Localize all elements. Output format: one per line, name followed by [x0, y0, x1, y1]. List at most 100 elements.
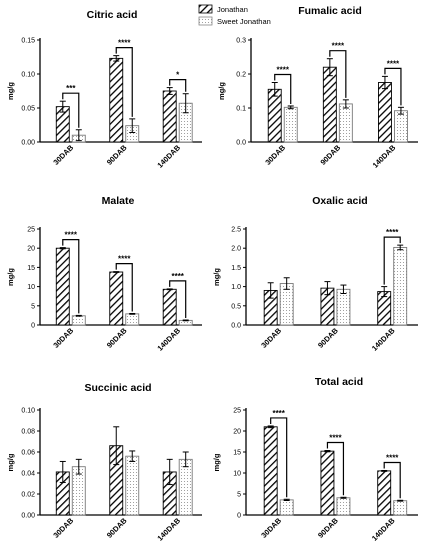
legend-label-sweet-jonathan: Sweet Jonathan [217, 17, 271, 26]
significance-bracket [270, 417, 288, 498]
x-tick-label: 30DAB [51, 516, 75, 540]
significance-bracket [274, 73, 292, 104]
bar-jonathan-140dab [162, 288, 177, 326]
significance-bracket [326, 441, 345, 496]
bar-jonathan-30dab [267, 88, 282, 143]
panel-fumalic-acid: Fumalic acid mg/g 0.0 0.1 0.2 0.3 30DAB **** 90D… [217, 5, 418, 170]
panel-total-acid: Total acid mg/g 0 5 10 15 20 25 30DAB **** 90DAB **… [212, 376, 418, 543]
significance-label: **** [386, 228, 399, 237]
y-tick-label: 0.3 [236, 38, 246, 45]
significance-bracket [169, 79, 187, 92]
y-tick-label: 0.00 [21, 140, 35, 147]
y-tick-label: 2.5 [231, 227, 241, 234]
chart-title: Fumalic acid [298, 5, 362, 17]
y-tick-label: 25 [27, 227, 35, 234]
x-tick-label: 90DAB [316, 326, 340, 350]
bar-jonathan-90dab [322, 66, 337, 143]
x-tick-label: 140DAB [155, 326, 182, 353]
y-tick-label: 0 [237, 513, 241, 520]
bar-jonathan-140dab [162, 90, 177, 143]
y-tick-label: 10 [27, 284, 35, 291]
significance-label: **** [272, 409, 285, 418]
bar-jonathan-30dab [263, 426, 278, 516]
bar-jonathan-30dab [55, 247, 70, 326]
x-tick-label: 90DAB [318, 143, 342, 167]
y-tick-label: 0 [31, 323, 35, 330]
x-tick-label: 140DAB [370, 516, 397, 543]
bar-sweet-jonathan-90dab [125, 455, 140, 516]
y-tick-label: 0.10 [21, 408, 35, 415]
legend-swatch-sweet-jonathan [198, 16, 213, 26]
significance-label: *** [66, 84, 76, 93]
panel-succinic-acid: Succinic acid mg/g 0.00 0.02 0.04 0.06 0.08 0.1… [6, 382, 202, 543]
x-tick-label: 90DAB [316, 516, 340, 540]
bar-jonathan-90dab [109, 57, 124, 143]
significance-label: **** [329, 434, 342, 443]
significance-bracket [62, 92, 80, 128]
significance-label: **** [118, 255, 131, 264]
x-tick-label: 30DAB [259, 516, 283, 540]
x-tick-label: 30DAB [51, 326, 75, 350]
y-axis-label: mg/g [217, 82, 226, 100]
y-axis-label: mg/g [6, 82, 15, 100]
significance-bracket [62, 239, 80, 314]
significance-label: **** [65, 231, 78, 240]
y-tick-label: 1.0 [231, 284, 241, 291]
y-tick-label: 10 [233, 471, 241, 478]
x-tick-label: 90DAB [105, 143, 129, 167]
y-tick-label: 0.0 [236, 140, 246, 147]
y-tick-label: 0.08 [21, 429, 35, 436]
bar-sweet-jonathan-90dab [125, 313, 140, 326]
legend: Jonathan Sweet Jonathan [198, 4, 271, 26]
legend-swatch-jonathan [198, 4, 213, 14]
significance-bracket [115, 263, 133, 312]
bar-sweet-jonathan-30dab [279, 499, 294, 516]
significance-label: **** [387, 59, 400, 68]
x-tick-label: 140DAB [370, 326, 397, 353]
y-tick-label: 5 [237, 492, 241, 499]
chart-title: Malate [102, 195, 135, 207]
significance-bracket [329, 50, 347, 98]
bar-sweet-jonathan-90dab [336, 497, 351, 516]
significance-label: **** [118, 39, 131, 48]
bar-sweet-jonathan-30dab [283, 106, 298, 143]
panel-citric-acid: Citric acid mg/g 0.00 0.05 0.10 0.15 30DAB *** 9… [6, 9, 202, 170]
bar-jonathan-90dab [109, 271, 124, 326]
bar-jonathan-140dab [378, 82, 392, 143]
significance-bracket [169, 280, 187, 319]
y-tick-label: 15 [233, 450, 241, 457]
significance-label: **** [332, 42, 345, 51]
significance-bracket [115, 47, 133, 117]
y-tick-label: 0.1 [236, 106, 246, 113]
y-tick-label: 5 [31, 303, 35, 310]
y-tick-label: 0.04 [21, 471, 35, 478]
chart-title: Succinic acid [84, 382, 151, 394]
legend-label-jonathan: Jonathan [217, 5, 248, 14]
y-axis-label: mg/g [212, 268, 221, 286]
y-tick-label: 0.00 [21, 513, 35, 520]
y-tick-label: 20 [27, 246, 35, 253]
y-tick-label: 0.02 [21, 492, 35, 499]
panel-oxalic-acid: Oxalic acid mg/g 0.0 0.5 1.0 1.5 2.0 2.5 30DAB 90… [212, 195, 418, 353]
bar-sweet-jonathan-140dab [394, 110, 408, 143]
x-tick-label: 140DAB [371, 143, 398, 170]
bar-jonathan-90dab [320, 450, 335, 516]
chart-title: Total acid [315, 376, 363, 388]
panel-malate: Malate mg/g 0 5 10 15 20 25 30DAB **** 90DAB **** 14… [6, 195, 202, 353]
significance-bracket [383, 461, 401, 499]
y-tick-label: 0.15 [21, 38, 35, 45]
x-tick-label: 30DAB [51, 143, 75, 167]
chart-title: Citric acid [87, 9, 138, 21]
y-axis-label: mg/g [212, 453, 221, 471]
y-tick-label: 20 [233, 429, 241, 436]
y-tick-label: 25 [233, 408, 241, 415]
y-tick-label: 0.10 [21, 72, 35, 79]
bar-sweet-jonathan-140dab [393, 500, 408, 516]
significance-label: **** [386, 453, 399, 462]
significance-label: * [176, 71, 180, 80]
y-tick-label: 0.06 [21, 450, 35, 457]
bar-sweet-jonathan-90dab [336, 288, 351, 326]
y-tick-label: 15 [27, 265, 35, 272]
bar-sweet-jonathan-30dab [71, 315, 86, 326]
